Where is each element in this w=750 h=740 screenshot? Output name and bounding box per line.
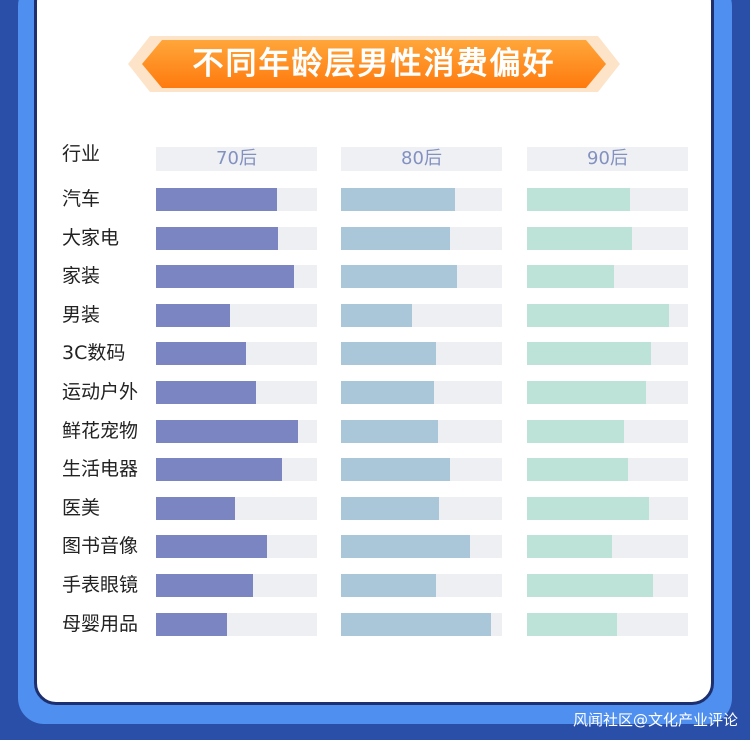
bar	[156, 420, 298, 443]
bar	[156, 227, 279, 250]
series-header-2: 90后	[527, 147, 688, 171]
bar-track	[527, 420, 688, 443]
bar-track	[527, 613, 688, 636]
bar-track	[527, 227, 688, 250]
bar-track	[341, 458, 502, 481]
bar-track	[341, 535, 502, 558]
bar	[156, 342, 247, 365]
bar-track	[156, 420, 317, 443]
bar	[341, 535, 470, 558]
bar	[527, 574, 653, 597]
bar	[156, 265, 295, 288]
bar-track	[341, 613, 502, 636]
bar	[156, 497, 235, 520]
bar	[527, 535, 613, 558]
category-label: 男装	[62, 304, 101, 326]
bar	[156, 535, 268, 558]
bar	[527, 265, 614, 288]
bar-track	[156, 613, 317, 636]
bar	[527, 381, 647, 404]
bar-track	[341, 227, 502, 250]
bar	[341, 497, 440, 520]
bar	[527, 458, 629, 481]
bar-track	[527, 535, 688, 558]
bar	[341, 265, 457, 288]
bar	[341, 342, 436, 365]
bar-track	[341, 342, 502, 365]
bar	[527, 188, 631, 211]
bar-track	[341, 304, 502, 327]
bar	[341, 227, 451, 250]
bar	[527, 613, 618, 636]
bar	[527, 227, 632, 250]
bar-track	[156, 227, 317, 250]
bar-track	[156, 535, 317, 558]
bar	[156, 574, 253, 597]
category-label: 家装	[62, 265, 101, 287]
category-label: 手表眼镜	[62, 574, 139, 596]
bar	[156, 613, 227, 636]
bar	[156, 381, 256, 404]
bar	[341, 304, 412, 327]
bar-track	[527, 381, 688, 404]
bar-track	[341, 574, 502, 597]
bar-track	[341, 420, 502, 443]
bar-track	[156, 574, 317, 597]
bar-track	[156, 265, 317, 288]
bar	[156, 188, 277, 211]
bar-track	[156, 188, 317, 211]
chart-title: 不同年龄层男性消费偏好	[192, 46, 556, 82]
category-label: 大家电	[62, 227, 120, 249]
bar-track	[156, 342, 317, 365]
title-banner-shape	[128, 36, 620, 92]
bar-track	[527, 497, 688, 520]
bar-track	[341, 497, 502, 520]
bar	[156, 304, 231, 327]
bar-track	[341, 381, 502, 404]
category-label: 医美	[62, 497, 101, 519]
category-label: 鲜花宠物	[62, 420, 139, 442]
bar	[527, 342, 651, 365]
bar	[527, 497, 650, 520]
bar-track	[156, 304, 317, 327]
bar-track	[341, 188, 502, 211]
bar-track	[527, 574, 688, 597]
bar	[341, 613, 491, 636]
bar-track	[156, 381, 317, 404]
watermark: 风闻社区@文化产业评论	[572, 711, 738, 729]
bar-track	[527, 265, 688, 288]
bar	[341, 458, 451, 481]
bar	[341, 420, 438, 443]
category-label: 图书音像	[62, 535, 139, 557]
category-label: 3C数码	[62, 342, 126, 364]
category-label: 运动户外	[62, 381, 139, 403]
bar-track	[341, 265, 502, 288]
bar-track	[156, 497, 317, 520]
bar	[527, 304, 669, 327]
series-header-1: 80后	[341, 147, 502, 171]
category-label: 汽车	[62, 188, 101, 210]
category-header: 行业	[62, 143, 101, 165]
bar	[156, 458, 282, 481]
bar-track	[527, 304, 688, 327]
title-banner: 不同年龄层男性消费偏好	[128, 34, 620, 94]
bar	[341, 188, 456, 211]
category-label: 生活电器	[62, 458, 139, 480]
bar-track	[527, 342, 688, 365]
category-label: 母婴用品	[62, 613, 139, 635]
bar-track	[527, 458, 688, 481]
series-header-0: 70后	[156, 147, 317, 171]
bar-track	[156, 458, 317, 481]
bar	[527, 420, 624, 443]
bar	[341, 574, 436, 597]
bar	[341, 381, 435, 404]
bar-track	[527, 188, 688, 211]
